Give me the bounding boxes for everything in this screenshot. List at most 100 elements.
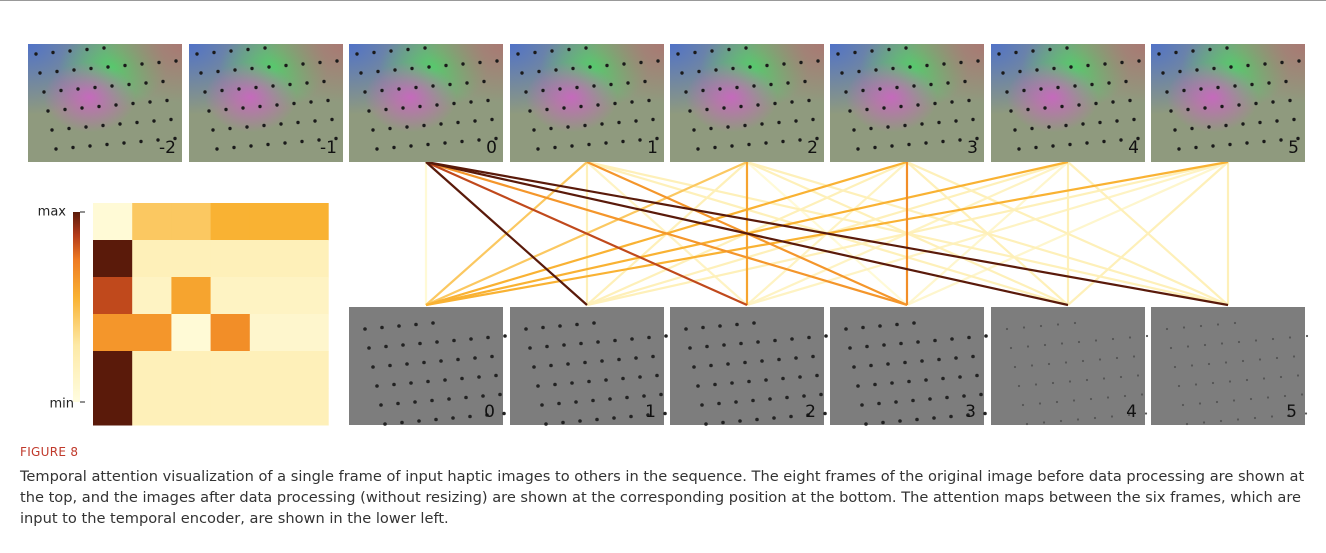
marker-dot — [798, 375, 802, 379]
marker-dot — [752, 321, 756, 325]
marker-dot — [84, 125, 87, 128]
marker-dot — [409, 381, 413, 385]
marker-dot — [1284, 395, 1286, 397]
marker-dot — [756, 103, 759, 106]
marker-dot — [401, 106, 404, 109]
marker-dot — [292, 102, 295, 105]
heatmap-cell — [289, 203, 329, 241]
marker-dot — [899, 105, 902, 108]
marker-dot — [595, 418, 599, 422]
marker-dot — [46, 109, 49, 112]
marker-dot — [1069, 380, 1071, 382]
marker-dot — [367, 109, 370, 112]
marker-dot — [587, 380, 591, 384]
marker-dot — [88, 144, 91, 147]
marker-dot — [904, 46, 907, 49]
raw-frame: -1 — [189, 44, 343, 162]
marker-dot — [1208, 363, 1210, 365]
processed-frame: 1 — [510, 307, 668, 426]
marker-dot — [490, 355, 494, 359]
marker-dot — [279, 122, 282, 125]
marker-dot — [634, 356, 638, 360]
marker-dot — [1095, 339, 1097, 341]
heatmap-cell — [250, 388, 290, 426]
marker-dot — [1001, 71, 1004, 74]
marker-dot — [503, 334, 507, 338]
marker-dot — [380, 326, 384, 330]
marker-dot — [1190, 127, 1193, 130]
marker-dot — [448, 83, 451, 86]
marker-dot — [744, 46, 747, 49]
marker-dot — [439, 359, 443, 363]
marker-dot — [384, 345, 388, 349]
marker-dot — [469, 337, 473, 341]
marker-dot — [1246, 64, 1249, 67]
marker-dot — [870, 49, 873, 52]
marker-dot — [215, 147, 218, 150]
marker-dot — [769, 83, 772, 86]
marker-dot — [643, 80, 646, 83]
raw-frame: 1 — [510, 44, 664, 162]
marker-dot — [634, 119, 637, 122]
marker-dot — [1199, 87, 1202, 90]
marker-dot — [71, 146, 74, 149]
marker-dot — [127, 83, 130, 86]
marker-dot — [456, 121, 459, 124]
marker-dot — [617, 121, 620, 124]
marker-dot — [157, 61, 160, 64]
marker-dot — [532, 365, 536, 369]
marker-dot — [912, 84, 915, 87]
marker-dot — [933, 339, 937, 343]
marker-dot — [907, 143, 910, 146]
marker-dot — [1014, 51, 1017, 54]
marker-dot — [886, 362, 890, 366]
marker-dot — [1116, 357, 1118, 359]
marker-dot — [815, 374, 819, 378]
raw-frame: 3 — [830, 44, 984, 162]
marker-dot — [1124, 80, 1127, 83]
marker-dot — [355, 52, 358, 55]
marker-dot — [621, 140, 624, 143]
marker-dot — [101, 124, 104, 127]
marker-dot — [605, 64, 608, 67]
marker-dot — [772, 416, 776, 420]
marker-dot — [1048, 363, 1050, 365]
marker-dot — [895, 86, 898, 89]
marker-dot — [873, 383, 877, 387]
marker-dot — [165, 99, 168, 102]
marker-dot — [941, 377, 945, 381]
marker-dot — [639, 61, 642, 64]
marker-dot — [798, 138, 801, 141]
marker-dot — [864, 422, 868, 426]
marker-dot — [1237, 418, 1239, 420]
frame-label: 2 — [805, 402, 816, 422]
heatmap-cell — [211, 351, 251, 389]
marker-dot — [726, 125, 729, 128]
marker-dot — [979, 393, 983, 397]
marker-dot — [110, 84, 113, 87]
marker-dot — [571, 67, 574, 70]
marker-dot — [760, 359, 764, 363]
marker-dot — [844, 327, 848, 331]
marker-dot — [232, 146, 235, 149]
marker-dot — [1301, 393, 1303, 395]
marker-dot — [359, 71, 362, 74]
marker-dot — [229, 49, 232, 52]
marker-dot — [579, 105, 582, 108]
marker-dot — [1246, 379, 1248, 381]
marker-dot — [431, 321, 435, 325]
marker-dot — [554, 68, 557, 71]
heatmap-cell — [132, 203, 172, 241]
frame-label: -2 — [159, 138, 176, 158]
marker-dot — [435, 340, 439, 344]
marker-dot — [747, 143, 750, 146]
marker-dot — [174, 59, 177, 62]
marker-dot — [693, 51, 696, 54]
marker-dot — [380, 89, 383, 92]
marker-dot — [498, 393, 502, 397]
marker-dot — [1085, 141, 1088, 144]
marker-dot — [414, 323, 418, 327]
marker-dot — [730, 381, 734, 385]
raw-frame: 4 — [991, 44, 1145, 162]
marker-dot — [1177, 147, 1180, 150]
